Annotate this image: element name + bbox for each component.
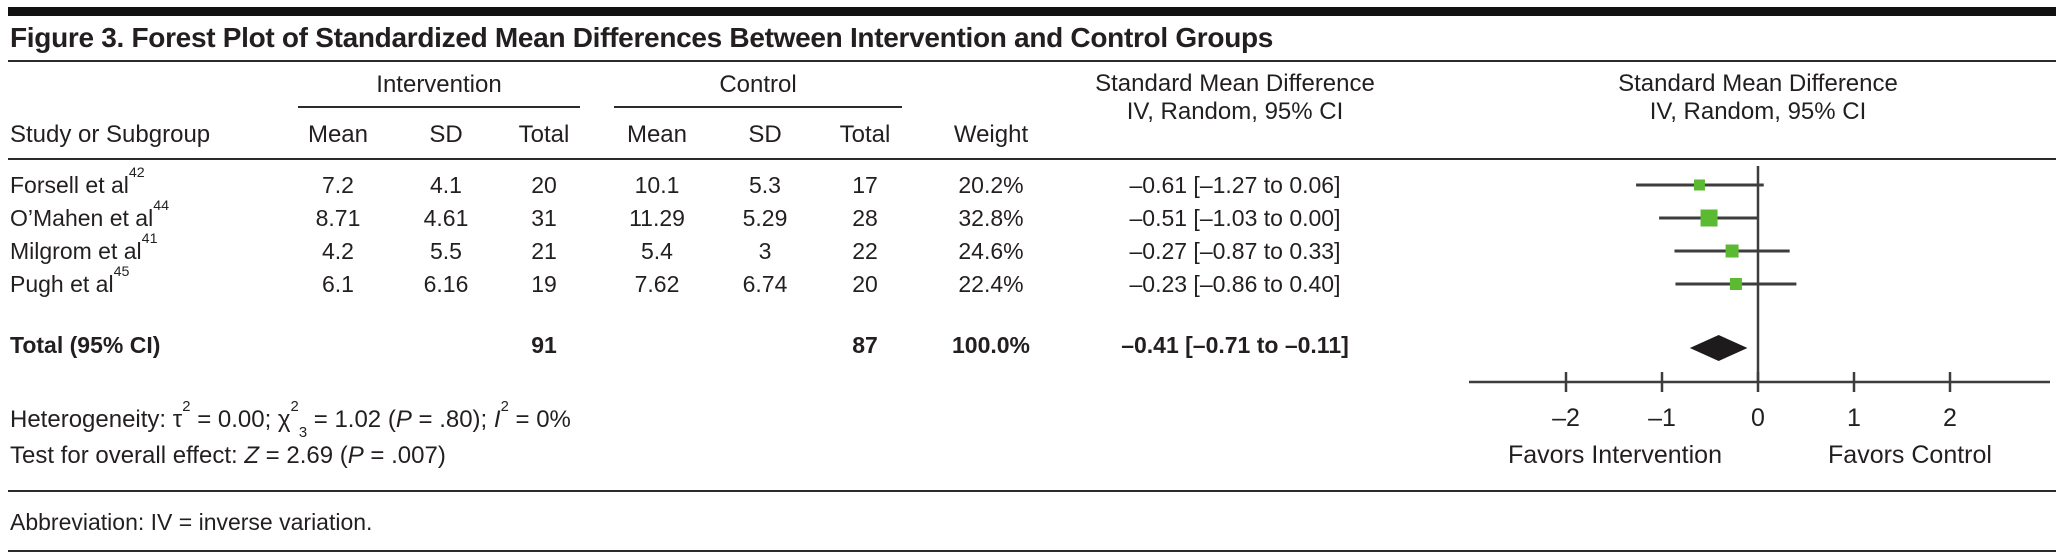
col-header-intervention-mean: Mean xyxy=(307,121,369,148)
weight-value: 24.6% xyxy=(958,238,1024,264)
table-row: O’Mahen et al44 8.71 4.61 31 11.29 5.29 … xyxy=(0,198,2064,232)
effect-size-marker xyxy=(1729,278,1742,290)
total-smd-ci: –0.41 [–0.71 to –0.11] xyxy=(1121,332,1349,358)
table-row: Forsell et al42 7.2 4.1 20 10.1 5.3 17 2… xyxy=(0,165,2064,199)
intervention-sd-value: 5.5 xyxy=(430,238,462,264)
reference-superscript: 41 xyxy=(141,231,158,248)
header-rule xyxy=(8,158,2056,160)
col-header-intervention-sd: SD xyxy=(429,121,463,148)
effect-size-marker xyxy=(1693,179,1705,191)
intervention-sd-value: 6.16 xyxy=(423,271,469,297)
intervention-total-value: 20 xyxy=(531,172,557,198)
favors-intervention-label: Favors Intervention xyxy=(1508,441,1722,469)
footnote-rule xyxy=(8,490,2056,492)
intervention-group-header: Intervention xyxy=(376,71,502,98)
study-label: Pugh et al45 xyxy=(10,264,130,297)
total-label: Total (95% CI) xyxy=(10,332,161,358)
axis-tick-label: –1 xyxy=(1648,404,1676,432)
col-header-control-sd: SD xyxy=(748,121,782,148)
intervention-total-value: 31 xyxy=(531,205,557,231)
smd-ci-value: –0.23 [–0.86 to 0.40] xyxy=(1129,271,1341,297)
table-row: Milgrom et al41 4.2 5.5 21 5.4 3 22 24.6… xyxy=(0,231,2064,265)
control-sd-value: 3 xyxy=(758,238,772,264)
study-label: Forsell et al42 xyxy=(10,165,145,198)
summary-diamond xyxy=(1689,335,1748,361)
axis-tick-label: 0 xyxy=(1751,404,1765,432)
intervention-total-value: 19 xyxy=(531,271,557,297)
axis-tick-label: 1 xyxy=(1847,404,1861,432)
weight-value: 22.4% xyxy=(958,271,1024,297)
control-total-value: 20 xyxy=(852,271,878,297)
col-header-control-total: Total xyxy=(839,121,891,148)
col-header-intervention-total: Total xyxy=(518,121,570,148)
favors-control-label: Favors Control xyxy=(1828,441,1992,469)
col-header-study: Study or Subgroup xyxy=(10,121,211,148)
axis-tick-label: 2 xyxy=(1943,404,1957,432)
intervention-total-value: 21 xyxy=(531,238,557,264)
effect-size-marker xyxy=(1700,209,1718,227)
control-group-underline xyxy=(614,106,902,108)
control-sd-value: 6.74 xyxy=(742,271,788,297)
control-sd-value: 5.3 xyxy=(749,172,781,198)
reference-superscript: 44 xyxy=(153,198,170,215)
weight-value: 20.2% xyxy=(958,172,1024,198)
control-grand-total: 87 xyxy=(852,332,878,358)
intervention-group-underline xyxy=(298,106,580,108)
top-border-bar xyxy=(8,7,2056,16)
control-mean-value: 5.4 xyxy=(641,238,673,264)
intervention-mean-value: 7.2 xyxy=(322,172,354,198)
smd-plot-header-line2: IV, Random, 95% CI xyxy=(1649,98,1867,125)
title-rule xyxy=(8,60,2056,62)
control-total-value: 22 xyxy=(852,238,878,264)
intervention-mean-value: 4.2 xyxy=(322,238,354,264)
reference-superscript: 42 xyxy=(128,165,145,182)
intervention-sd-value: 4.61 xyxy=(423,205,469,231)
overall-effect-line: Test for overall effect: Z = 2.69 (P = .… xyxy=(10,442,446,469)
control-sd-value: 5.29 xyxy=(742,205,788,231)
smd-text-header-line1: Standard Mean Difference xyxy=(1095,70,1375,97)
total-row: Total (95% CI) 91 87 100.0% –0.41 [–0.71… xyxy=(0,331,2064,359)
smd-ci-value: –0.51 [–1.03 to 0.00] xyxy=(1129,205,1341,231)
control-total-value: 28 xyxy=(852,205,878,231)
intervention-mean-value: 8.71 xyxy=(315,205,361,231)
smd-text-header-line2: IV, Random, 95% CI xyxy=(1126,98,1344,125)
table-row: Pugh et al45 6.1 6.16 19 7.62 6.74 20 22… xyxy=(0,264,2064,298)
control-total-value: 17 xyxy=(852,172,878,198)
intervention-mean-value: 6.1 xyxy=(322,271,354,297)
axis-tick-label: –2 xyxy=(1552,404,1580,432)
smd-ci-value: –0.27 [–0.87 to 0.33] xyxy=(1129,238,1341,264)
col-header-weight: Weight xyxy=(953,121,1029,148)
effect-size-marker xyxy=(1725,244,1739,258)
reference-superscript: 45 xyxy=(113,264,130,281)
abbreviation-footnote: Abbreviation: IV = inverse variation. xyxy=(10,509,373,535)
total-weight: 100.0% xyxy=(951,332,1030,358)
smd-plot-header-line1: Standard Mean Difference xyxy=(1618,70,1898,97)
control-group-header: Control xyxy=(719,71,797,98)
smd-ci-value: –0.61 [–1.27 to 0.06] xyxy=(1129,172,1341,198)
control-mean-value: 7.62 xyxy=(634,271,680,297)
forest-plot-canvas: –2 –1 0 1 2 xyxy=(1469,166,2050,432)
col-header-control-mean: Mean xyxy=(626,121,688,148)
figure-title: Figure 3. Forest Plot of Standardized Me… xyxy=(10,22,1274,53)
heterogeneity-line: Heterogeneity: τ2 = 0.00; χ23 = 1.02 (P … xyxy=(10,398,571,441)
intervention-sd-value: 4.1 xyxy=(430,172,462,198)
intervention-grand-total: 91 xyxy=(531,332,557,358)
study-label: O’Mahen et al44 xyxy=(10,198,170,231)
weight-value: 32.8% xyxy=(958,205,1024,231)
control-mean-value: 10.1 xyxy=(634,172,680,198)
control-mean-value: 11.29 xyxy=(629,205,685,231)
bottom-rule xyxy=(8,550,2056,552)
study-label: Milgrom et al41 xyxy=(10,231,158,264)
